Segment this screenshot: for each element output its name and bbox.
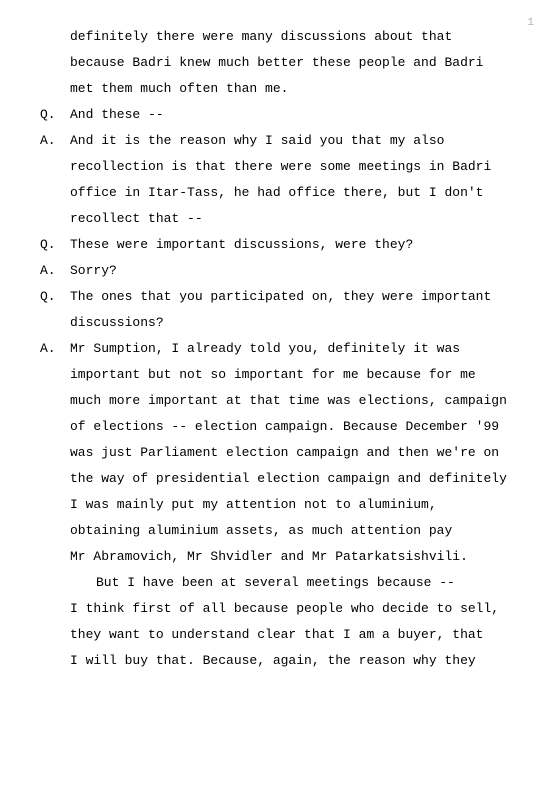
speaker-label: Q. bbox=[40, 284, 70, 310]
transcript-line: A.And it is the reason why I said you th… bbox=[40, 128, 518, 154]
transcript-line: the way of presidential election campaig… bbox=[40, 466, 518, 492]
line-text: Sorry? bbox=[70, 258, 518, 284]
line-text: I think first of all because people who … bbox=[70, 596, 518, 622]
transcript-line: met them much often than me. bbox=[40, 76, 518, 102]
line-text: I will buy that. Because, again, the rea… bbox=[70, 648, 518, 674]
transcript-line: Q.These were important discussions, were… bbox=[40, 232, 518, 258]
line-text: These were important discussions, were t… bbox=[70, 232, 518, 258]
transcript-line: I think first of all because people who … bbox=[40, 596, 518, 622]
transcript-line: A.Mr Sumption, I already told you, defin… bbox=[40, 336, 518, 362]
line-text: important but not so important for me be… bbox=[70, 362, 518, 388]
transcript-line: Mr Abramovich, Mr Shvidler and Mr Patark… bbox=[40, 544, 518, 570]
transcript-line: recollect that -- bbox=[40, 206, 518, 232]
line-text: office in Itar-Tass, he had office there… bbox=[70, 180, 518, 206]
transcript-line: definitely there were many discussions a… bbox=[40, 24, 518, 50]
transcript-line: much more important at that time was ele… bbox=[40, 388, 518, 414]
transcript-line: of elections -- election campaign. Becau… bbox=[40, 414, 518, 440]
line-text: But I have been at several meetings beca… bbox=[70, 570, 518, 596]
speaker-label: A. bbox=[40, 258, 70, 284]
transcript-line: they want to understand clear that I am … bbox=[40, 622, 518, 648]
line-text: they want to understand clear that I am … bbox=[70, 622, 518, 648]
transcript-line: I was mainly put my attention not to alu… bbox=[40, 492, 518, 518]
transcript-line: But I have been at several meetings beca… bbox=[40, 570, 518, 596]
line-text: of elections -- election campaign. Becau… bbox=[70, 414, 518, 440]
transcript-line: discussions? bbox=[40, 310, 518, 336]
transcript-line: Q.And these -- bbox=[40, 102, 518, 128]
line-text: The ones that you participated on, they … bbox=[70, 284, 518, 310]
speaker-label: Q. bbox=[40, 232, 70, 258]
transcript-line: obtaining aluminium assets, as much atte… bbox=[40, 518, 518, 544]
speaker-label: A. bbox=[40, 128, 70, 154]
line-text: Mr Sumption, I already told you, definit… bbox=[70, 336, 518, 362]
transcript-line: office in Itar-Tass, he had office there… bbox=[40, 180, 518, 206]
line-text: recollect that -- bbox=[70, 206, 518, 232]
transcript-line: because Badri knew much better these peo… bbox=[40, 50, 518, 76]
line-text: I was mainly put my attention not to alu… bbox=[70, 492, 518, 518]
line-text: definitely there were many discussions a… bbox=[70, 24, 518, 50]
transcript-page: 1 definitely there were many discussions… bbox=[0, 0, 558, 789]
transcript-line: A.Sorry? bbox=[40, 258, 518, 284]
speaker-label: A. bbox=[40, 336, 70, 362]
line-text: obtaining aluminium assets, as much atte… bbox=[70, 518, 518, 544]
transcript-line: was just Parliament election campaign an… bbox=[40, 440, 518, 466]
page-number: 1 bbox=[527, 12, 534, 34]
line-text: And it is the reason why I said you that… bbox=[70, 128, 518, 154]
line-text: discussions? bbox=[70, 310, 518, 336]
line-text: because Badri knew much better these peo… bbox=[70, 50, 518, 76]
transcript-line: I will buy that. Because, again, the rea… bbox=[40, 648, 518, 674]
transcript-body: definitely there were many discussions a… bbox=[40, 24, 518, 674]
speaker-label: Q. bbox=[40, 102, 70, 128]
transcript-line: Q.The ones that you participated on, the… bbox=[40, 284, 518, 310]
line-text: Mr Abramovich, Mr Shvidler and Mr Patark… bbox=[70, 544, 518, 570]
transcript-line: important but not so important for me be… bbox=[40, 362, 518, 388]
transcript-line: recollection is that there were some mee… bbox=[40, 154, 518, 180]
line-text: the way of presidential election campaig… bbox=[70, 466, 518, 492]
line-text: much more important at that time was ele… bbox=[70, 388, 518, 414]
line-text: met them much often than me. bbox=[70, 76, 518, 102]
line-text: recollection is that there were some mee… bbox=[70, 154, 518, 180]
line-text: was just Parliament election campaign an… bbox=[70, 440, 518, 466]
line-text: And these -- bbox=[70, 102, 518, 128]
